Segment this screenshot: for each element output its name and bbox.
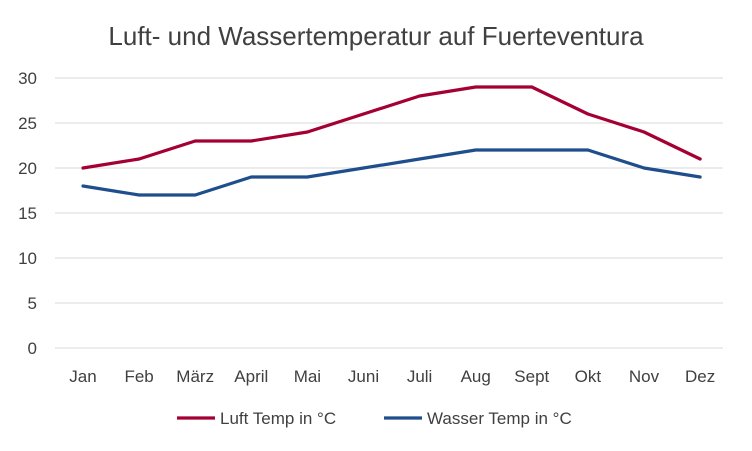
y-tick-label: 10	[18, 249, 37, 268]
y-tick-label: 30	[18, 69, 37, 88]
data-point	[418, 157, 422, 161]
series-lines	[81, 85, 702, 197]
series-line-luft	[81, 85, 702, 170]
y-tick-label: 0	[28, 339, 37, 358]
data-point	[474, 148, 478, 152]
x-tick-label: Nov	[629, 367, 660, 386]
data-point	[586, 112, 590, 116]
y-tick-label: 20	[18, 159, 37, 178]
data-point	[305, 175, 309, 179]
x-tick-label: Mai	[294, 367, 321, 386]
x-tick-label: April	[234, 367, 268, 386]
y-tick-label: 15	[18, 204, 37, 223]
legend-label: Wasser Temp in °C	[427, 409, 572, 428]
data-point	[418, 94, 422, 98]
x-tick-label: März	[176, 367, 214, 386]
data-point	[193, 193, 197, 197]
data-point	[137, 157, 141, 161]
data-point	[530, 85, 534, 89]
data-point	[642, 130, 646, 134]
x-tick-label: Jan	[69, 367, 96, 386]
data-point	[586, 148, 590, 152]
x-tick-label: Sept	[514, 367, 549, 386]
y-tick-label: 5	[28, 294, 37, 313]
data-point	[137, 193, 141, 197]
data-point	[698, 175, 702, 179]
series-line-wasser	[81, 148, 702, 197]
legend-label: Luft Temp in °C	[220, 409, 336, 428]
x-tick-label: Juni	[348, 367, 379, 386]
data-point	[362, 166, 365, 170]
gridlines	[55, 77, 723, 349]
y-tick-label: 25	[18, 114, 37, 133]
x-tick-label: Aug	[461, 367, 491, 386]
y-axis-tick-labels: 0 5 10 15 20 25 30	[18, 69, 37, 358]
data-point	[81, 166, 85, 170]
data-point	[249, 175, 253, 179]
data-point	[81, 184, 85, 188]
x-tick-label: Dez	[685, 367, 715, 386]
data-point	[530, 148, 534, 152]
x-axis-tick-labels: Jan Feb März April Mai Juni Juli Aug Sept Okt Nov D…	[69, 367, 715, 386]
data-point	[249, 139, 253, 143]
data-point	[362, 112, 365, 116]
data-point	[698, 157, 702, 161]
x-tick-label: Juli	[407, 367, 433, 386]
chart-title: Luft- und Wassertemperatur auf Fuerteven…	[108, 21, 644, 51]
data-point	[474, 85, 478, 89]
x-tick-label: Feb	[124, 367, 153, 386]
data-point	[305, 130, 309, 134]
data-point	[642, 166, 646, 170]
x-tick-label: Okt	[575, 367, 602, 386]
legend: Luft Temp in °C Wasser Temp in °C	[177, 409, 572, 428]
data-point	[193, 139, 197, 143]
